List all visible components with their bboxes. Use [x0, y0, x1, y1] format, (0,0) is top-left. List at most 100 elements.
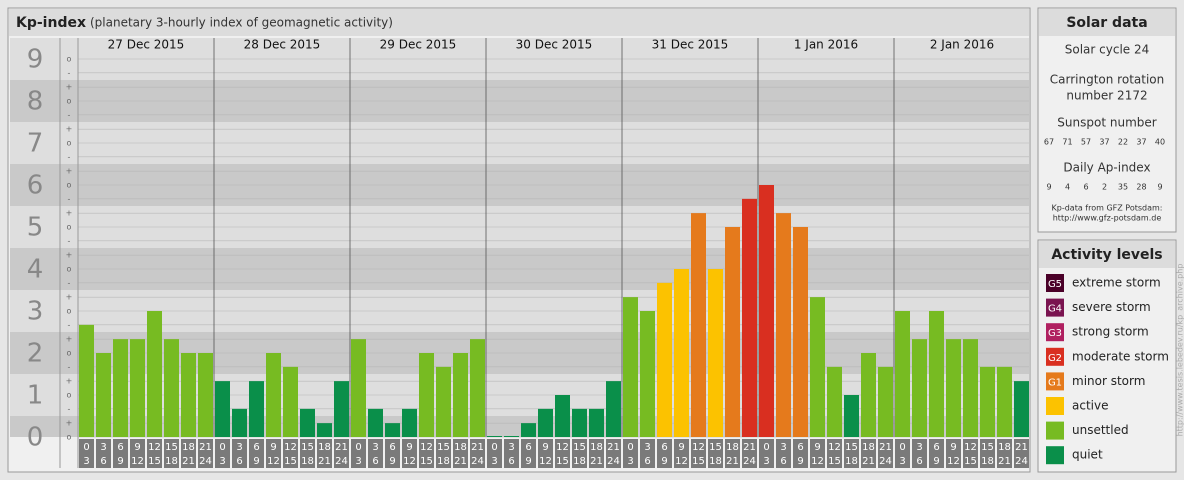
- date-label: 28 Dec 2015: [244, 38, 321, 52]
- hour-box: [776, 439, 791, 468]
- sub-tick-label: -: [68, 278, 71, 287]
- hour-label: 21: [318, 456, 331, 467]
- hour-box: [827, 439, 842, 468]
- hour-label: 9: [134, 442, 140, 453]
- date-label: 2 Jan 2016: [930, 38, 994, 52]
- kp-bar: [232, 408, 247, 437]
- hour-label: 0: [491, 442, 497, 453]
- hour-box: [266, 439, 281, 468]
- kp-bar: [793, 227, 808, 437]
- kp-bar: [453, 353, 468, 437]
- hour-label: 15: [437, 442, 450, 453]
- level-code: G2: [1048, 353, 1062, 364]
- hour-label: 6: [525, 442, 531, 453]
- hour-label: 15: [981, 442, 994, 453]
- hour-label: 0: [763, 442, 769, 453]
- solar-text: 6: [1083, 183, 1088, 192]
- sub-tick-label: +: [66, 125, 73, 134]
- hour-box: [79, 439, 94, 468]
- hour-label: 21: [726, 456, 739, 467]
- hour-label: 21: [1015, 442, 1028, 453]
- kp-bar: [708, 269, 723, 437]
- kp-bar: [997, 366, 1012, 437]
- level-label: moderate storm: [1072, 349, 1169, 363]
- hour-label: 9: [950, 442, 956, 453]
- hour-box: [929, 439, 944, 468]
- sub-tick-label: o: [67, 97, 72, 106]
- hour-box: [470, 439, 485, 468]
- level-label: severe storm: [1072, 300, 1151, 314]
- hour-label: 6: [253, 442, 259, 453]
- hour-label: 12: [539, 456, 552, 467]
- hour-label: 9: [270, 442, 276, 453]
- solar-text: Sunspot number: [1057, 116, 1156, 130]
- date-label: 29 Dec 2015: [380, 38, 457, 52]
- y-tick-label: 6: [27, 171, 44, 201]
- hour-label: 21: [998, 456, 1011, 467]
- hour-label: 6: [508, 456, 514, 467]
- kp-bar: [402, 408, 417, 437]
- sub-tick-label: o: [67, 391, 72, 400]
- hour-box: [181, 439, 196, 468]
- sub-tick-label: -: [68, 68, 71, 77]
- hour-label: 3: [644, 442, 650, 453]
- sub-tick-label: +: [66, 419, 73, 428]
- kp-bar: [487, 436, 502, 437]
- hour-label: 15: [556, 456, 569, 467]
- hour-label: 15: [284, 456, 297, 467]
- hour-label: 3: [372, 442, 378, 453]
- hour-label: 12: [284, 442, 297, 453]
- hour-label: 12: [947, 456, 960, 467]
- y-tick-label: 3: [27, 297, 44, 327]
- hour-box: [130, 439, 145, 468]
- hour-label: 12: [267, 456, 280, 467]
- hour-label: 18: [726, 442, 739, 453]
- hour-label: 21: [335, 442, 348, 453]
- sub-tick-label: -: [68, 110, 71, 119]
- kp-bar: [623, 297, 638, 437]
- hour-label: 6: [389, 442, 395, 453]
- sub-tick-label: o: [67, 55, 72, 64]
- hour-label: 18: [165, 456, 178, 467]
- hour-label: 18: [437, 456, 450, 467]
- solar-text: 35: [1118, 183, 1128, 192]
- hour-label: 3: [100, 442, 106, 453]
- solar-text: 4: [1065, 183, 1070, 192]
- hour-box: [912, 439, 927, 468]
- hour-label: 18: [318, 442, 331, 453]
- level-label: extreme storm: [1072, 276, 1161, 290]
- hour-label: 6: [916, 456, 922, 467]
- sub-tick-label: o: [67, 223, 72, 232]
- level-swatch: [1046, 421, 1064, 440]
- hour-label: 3: [763, 456, 769, 467]
- hour-box: [844, 439, 859, 468]
- hour-label: 9: [933, 456, 939, 467]
- kp-bar: [946, 339, 961, 437]
- solar-text: Solar cycle 24: [1065, 43, 1150, 57]
- kp-bar: [810, 297, 825, 437]
- solar-text: Daily Ap-index: [1063, 161, 1150, 175]
- hour-box: [300, 439, 315, 468]
- hour-label: 24: [607, 456, 620, 467]
- hour-label: 6: [933, 442, 939, 453]
- date-label: 27 Dec 2015: [108, 38, 185, 52]
- subtitle: (planetary 3-hourly index of geomagnetic…: [90, 16, 393, 30]
- level-code: G1: [1048, 377, 1062, 388]
- kp-bar: [147, 311, 162, 437]
- kp-bar: [317, 423, 332, 437]
- hour-label: 21: [879, 442, 892, 453]
- date-label: 30 Dec 2015: [516, 38, 593, 52]
- kp-bar: [1014, 381, 1029, 437]
- kp-bar: [164, 339, 179, 437]
- kp-bar: [130, 339, 145, 437]
- y-tick-label: 8: [27, 87, 44, 117]
- hour-label: 12: [556, 442, 569, 453]
- hour-label: 21: [590, 456, 603, 467]
- hour-box: [555, 439, 570, 468]
- hour-label: 18: [709, 456, 722, 467]
- kp-bar: [589, 408, 604, 437]
- hour-box: [997, 439, 1012, 468]
- solar-text: 37: [1099, 138, 1109, 147]
- kp-bar: [861, 353, 876, 437]
- hour-label: 15: [709, 442, 722, 453]
